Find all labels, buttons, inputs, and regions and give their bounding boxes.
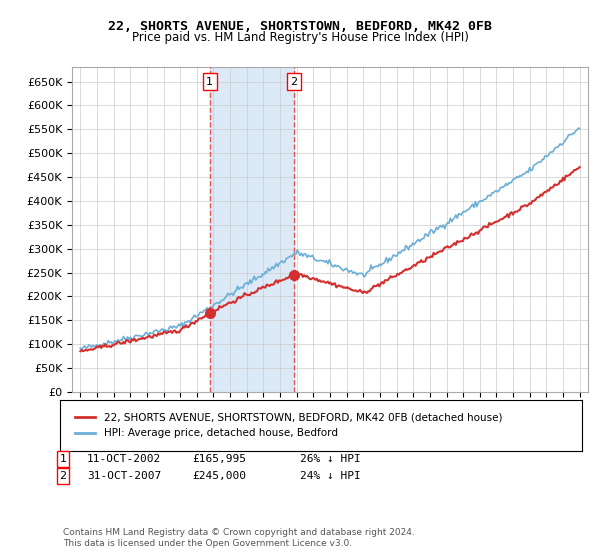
Text: 26% ↓ HPI: 26% ↓ HPI: [300, 454, 361, 464]
Text: 2: 2: [59, 471, 67, 481]
Text: £245,000: £245,000: [192, 471, 246, 481]
Bar: [210, 67, 294, 392]
Text: £165,995: £165,995: [192, 454, 246, 464]
Text: 1: 1: [206, 77, 214, 87]
Legend: 22, SHORTS AVENUE, SHORTSTOWN, BEDFORD, MK42 0FB (detached house), HPI: Average : 22, SHORTS AVENUE, SHORTSTOWN, BEDFORD, …: [70, 409, 506, 442]
Text: 22, SHORTS AVENUE, SHORTSTOWN, BEDFORD, MK42 0FB: 22, SHORTS AVENUE, SHORTSTOWN, BEDFORD, …: [108, 20, 492, 32]
Text: Contains HM Land Registry data © Crown copyright and database right 2024.
This d: Contains HM Land Registry data © Crown c…: [63, 528, 415, 548]
Text: 1: 1: [59, 454, 67, 464]
Text: Price paid vs. HM Land Registry's House Price Index (HPI): Price paid vs. HM Land Registry's House …: [131, 31, 469, 44]
Text: 2: 2: [290, 77, 298, 87]
Text: 11-OCT-2002: 11-OCT-2002: [87, 454, 161, 464]
Text: 31-OCT-2007: 31-OCT-2007: [87, 471, 161, 481]
Text: 24% ↓ HPI: 24% ↓ HPI: [300, 471, 361, 481]
